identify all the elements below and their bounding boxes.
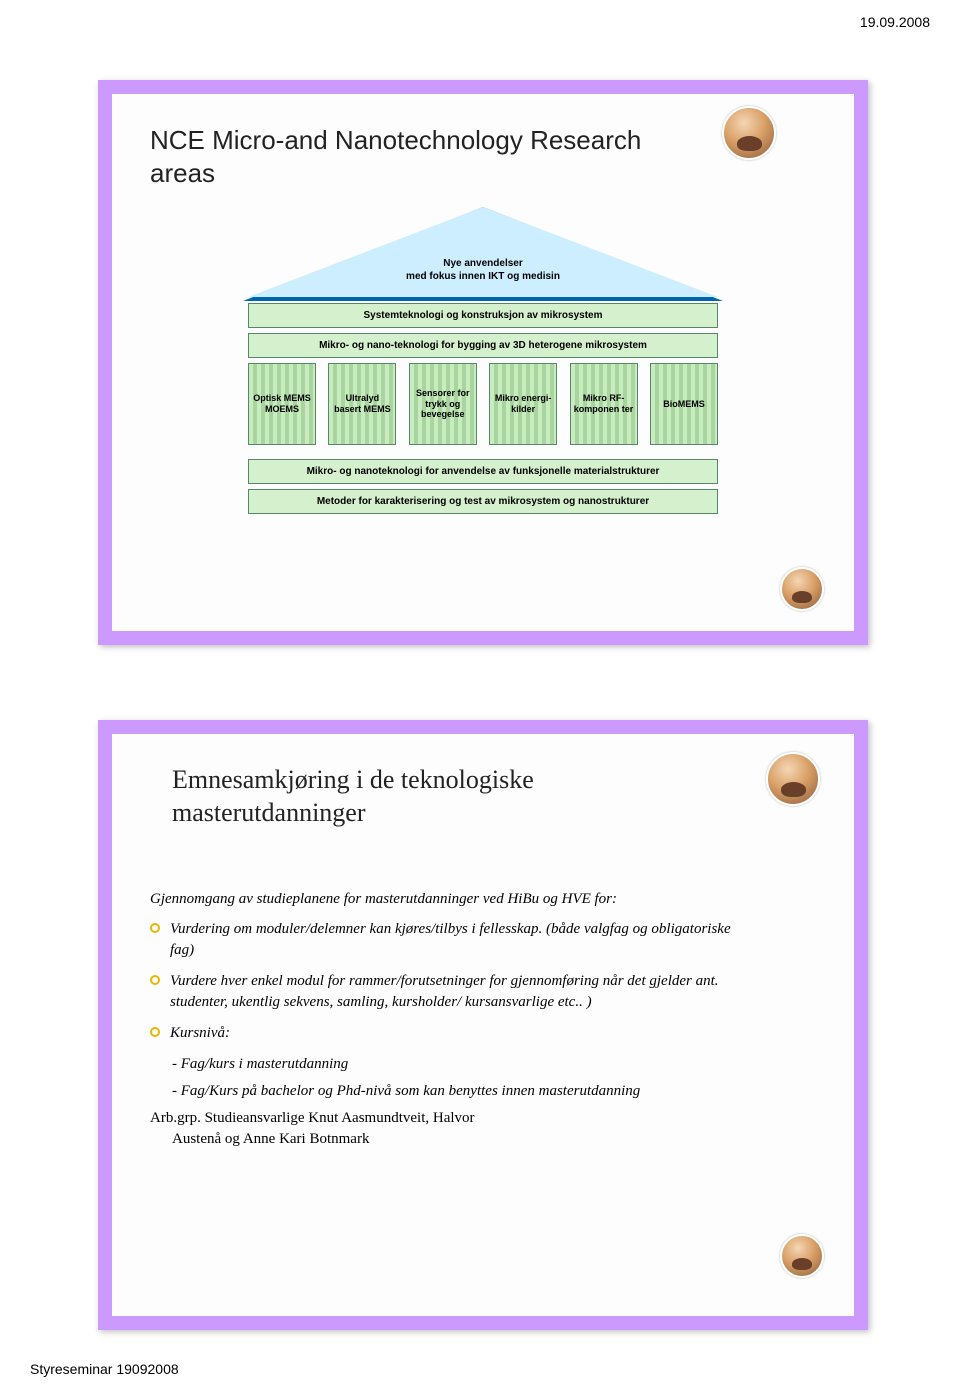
pillar: Optisk MEMS MOEMS: [248, 363, 316, 445]
bullet-text: Kursnivå:: [170, 1023, 230, 1044]
pillar: BioMEMS: [650, 363, 718, 445]
arb-line: Arb.grp. Studieansvarlige Knut Aasmundtv…: [150, 1108, 750, 1129]
layer-materials: Mikro- og nanoteknologi for anvendelse a…: [248, 459, 718, 484]
slide-2: Emnesamkjøring i de teknologiske masteru…: [98, 720, 868, 1330]
layer-methods: Metoder for karakterisering og test av m…: [248, 489, 718, 514]
roof-text: Nye anvendelser med fokus innen IKT og m…: [243, 257, 723, 283]
slide2-body: Gjennomgang av studieplanene for masteru…: [150, 889, 750, 1150]
roof-line1: Nye anvendelser: [243, 257, 723, 270]
avatar-icon: [766, 752, 820, 806]
sub-line-2: - Fag/Kurs på bachelor og Phd-nivå som k…: [172, 1081, 692, 1102]
bullet-item: Vurdere hver enkel modul for rammer/foru…: [150, 971, 750, 1013]
bullet-text: Vurdering om moduler/delemner kan kjøres…: [170, 919, 750, 961]
avatar-icon: [780, 1234, 824, 1278]
pillar: Ultralyd basert MEMS: [328, 363, 396, 445]
avatar-icon: [722, 106, 776, 160]
pillar: Mikro RF-komponen ter: [570, 363, 638, 445]
bullet-item: Kursnivå:: [150, 1023, 750, 1044]
roof-line2: med fokus innen IKT og medisin: [243, 270, 723, 283]
slide2-title: Emnesamkjøring i de teknologiske masteru…: [172, 764, 722, 829]
slide-1: NCE Micro-and Nanotechnology Research ar…: [98, 80, 868, 645]
pillar: Sensorer for trykk og bevegelse: [409, 363, 477, 445]
roof-shape: [248, 207, 718, 297]
bullet-dot-icon: [150, 923, 160, 933]
sub-line-1: - Fag/kurs i masterutdanning: [172, 1054, 750, 1075]
research-diagram: Nye anvendelser med fokus innen IKT og m…: [150, 207, 816, 514]
layer-system: Systemteknologi og konstruksjon av mikro…: [248, 303, 718, 328]
avatar-icon: [780, 567, 824, 611]
pillar: Mikro energi-kilder: [489, 363, 557, 445]
arb-line2: Austenå og Anne Kari Botnmark: [172, 1129, 750, 1150]
bullet-dot-icon: [150, 975, 160, 985]
pillar-row: Optisk MEMS MOEMS Ultralyd basert MEMS S…: [248, 363, 718, 445]
page-footer: Styreseminar 19092008: [30, 1361, 179, 1377]
page-date: 19.09.2008: [860, 14, 930, 30]
slide2-intro: Gjennomgang av studieplanene for masteru…: [150, 889, 710, 909]
bullet-item: Vurdering om moduler/delemner kan kjøres…: [150, 919, 750, 961]
slide1-title: NCE Micro-and Nanotechnology Research ar…: [150, 124, 700, 189]
layer-3d: Mikro- og nano-teknologi for bygging av …: [248, 333, 718, 358]
bullet-text: Vurdere hver enkel modul for rammer/foru…: [170, 971, 750, 1013]
bullet-dot-icon: [150, 1027, 160, 1037]
